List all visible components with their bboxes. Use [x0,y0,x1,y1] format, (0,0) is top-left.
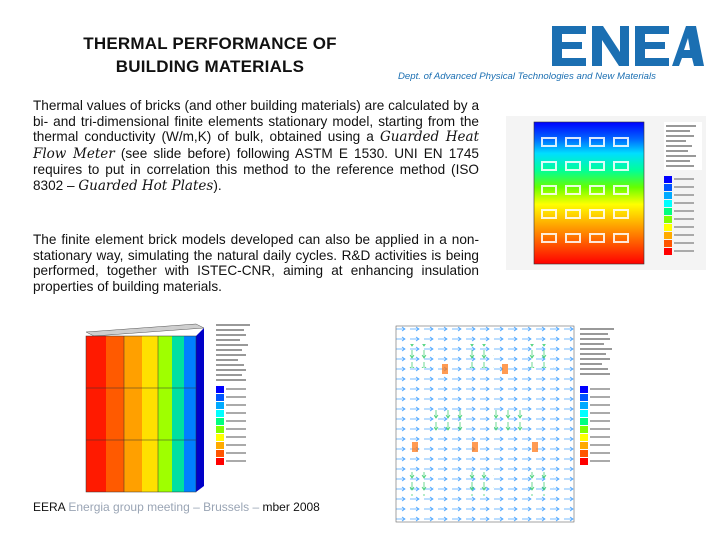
footer-text-end: mber 2008 [262,500,320,514]
paragraph-method: Thermal values of bricks (and other buil… [33,98,479,195]
footer-text-start: EERA [33,500,66,514]
brick-3d-thermal-model [66,318,286,498]
enea-logo [552,26,704,66]
title-line-2: BUILDING MATERIALS [115,57,305,76]
footer: EERA Energia group meeting – Brussels – … [33,500,320,514]
color-scale-legend [664,122,702,255]
title-line-1: THERMAL PERFORMANCE OF [83,34,337,53]
heat-flux-vector-field [394,324,648,524]
footer-text-obscured: Energia group meeting – Brussels – [65,500,263,514]
paragraph-method-text-1: Thermal values of bricks (and other buil… [33,98,479,145]
color-scale-legend [216,324,250,465]
color-scale-legend [580,328,614,465]
department-subtitle: Dept. of Advanced Physical Technologies … [398,71,656,82]
paragraph-applications: The finite element brick models develope… [33,232,479,294]
paragraph-method-italic-1: Guarded Heat Flow Meter [33,129,480,162]
paragraph-method-text-3: ). [213,177,222,193]
paragraph-method-text-2: (see slide before) following ASTM E 1530… [33,145,479,193]
slide-title: THERMAL PERFORMANCE OF BUILDING MATERIAL… [40,32,380,78]
paragraph-method-italic-2: Guarded Hot Plates [78,177,214,194]
brick-2d-thermal-map [506,116,706,270]
